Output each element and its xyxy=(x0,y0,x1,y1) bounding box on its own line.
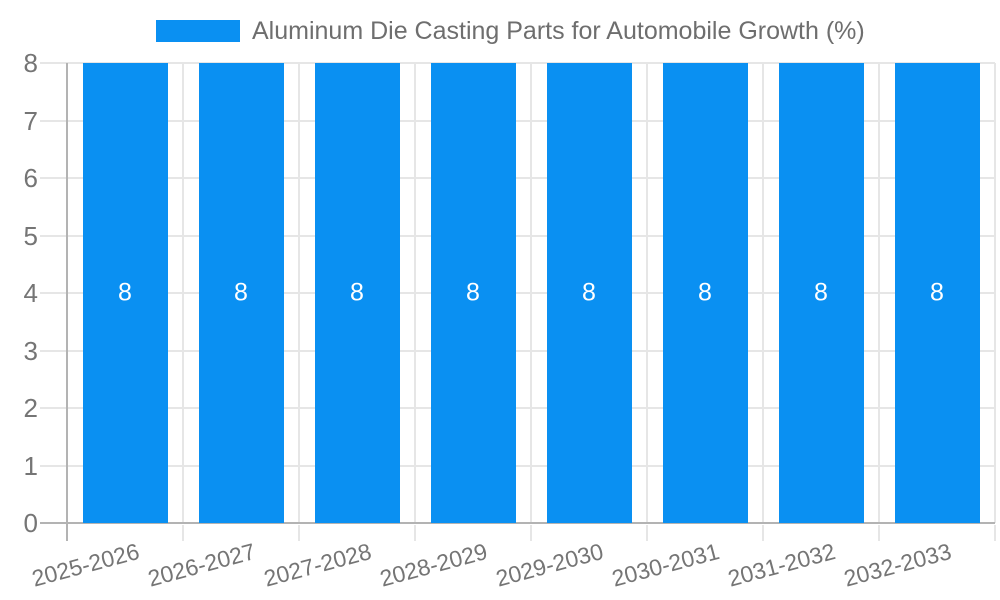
bar[interactable]: 8 xyxy=(546,63,632,523)
y-axis-tick xyxy=(40,234,67,237)
bar-value-label: 8 xyxy=(814,278,828,307)
y-axis-tick-label: 4 xyxy=(23,278,38,308)
x-axis-tick xyxy=(414,525,416,541)
chart-legend[interactable]: Aluminum Die Casting Parts for Automobil… xyxy=(156,17,865,45)
category-gridline xyxy=(878,63,880,523)
y-axis-tick-label: 0 xyxy=(23,508,38,538)
y-axis-tick xyxy=(40,119,67,122)
y-axis-tick xyxy=(40,407,67,409)
bar[interactable]: 8 xyxy=(894,63,980,523)
y-axis-tick-label: 3 xyxy=(23,335,38,366)
x-axis-tick xyxy=(182,525,184,541)
category-gridline xyxy=(994,63,996,523)
category-gridline xyxy=(762,63,764,523)
y-axis-tick xyxy=(40,177,67,179)
y-axis-line xyxy=(66,63,68,541)
bar[interactable]: 8 xyxy=(662,63,748,523)
legend-swatch-icon xyxy=(156,20,240,42)
bar[interactable]: 8 xyxy=(314,63,400,523)
category-gridline xyxy=(530,63,532,523)
bar-value-label: 8 xyxy=(466,278,480,307)
bar-value-label: 8 xyxy=(930,278,944,307)
y-axis-tick-label: 7 xyxy=(23,105,38,136)
bar[interactable]: 8 xyxy=(430,63,516,523)
x-axis-tick xyxy=(298,525,300,541)
bar[interactable]: 8 xyxy=(82,63,168,523)
bar[interactable]: 8 xyxy=(198,63,284,523)
y-axis-tick-label: 5 xyxy=(23,220,38,251)
chart-title: Aluminum Die Casting Parts for Automobil… xyxy=(252,17,865,45)
y-axis-tick xyxy=(40,349,67,352)
y-axis-tick xyxy=(40,292,67,294)
bar-value-label: 8 xyxy=(698,278,712,307)
bar[interactable]: 8 xyxy=(778,63,864,523)
y-axis-tick-label: 8 xyxy=(23,48,38,78)
x-axis-tick xyxy=(530,525,532,541)
x-axis-tick xyxy=(994,525,996,541)
x-axis-tick xyxy=(762,525,764,541)
category-gridline xyxy=(646,63,648,523)
bar-value-label: 8 xyxy=(350,278,364,307)
category-gridline xyxy=(298,63,300,523)
bar-value-label: 8 xyxy=(582,278,596,307)
y-axis-tick-label: 1 xyxy=(23,450,38,481)
bar-value-label: 8 xyxy=(118,278,132,307)
x-axis-tick xyxy=(878,525,880,541)
category-gridline xyxy=(182,63,184,523)
y-axis-tick-label: 6 xyxy=(23,163,38,193)
x-axis-tick xyxy=(646,525,648,541)
x-axis-line xyxy=(40,522,995,524)
y-axis-tick-label: 2 xyxy=(23,393,38,423)
y-axis-tick xyxy=(40,62,67,64)
category-gridline xyxy=(414,63,416,523)
y-axis-tick xyxy=(40,464,67,467)
bar-value-label: 8 xyxy=(234,278,248,307)
